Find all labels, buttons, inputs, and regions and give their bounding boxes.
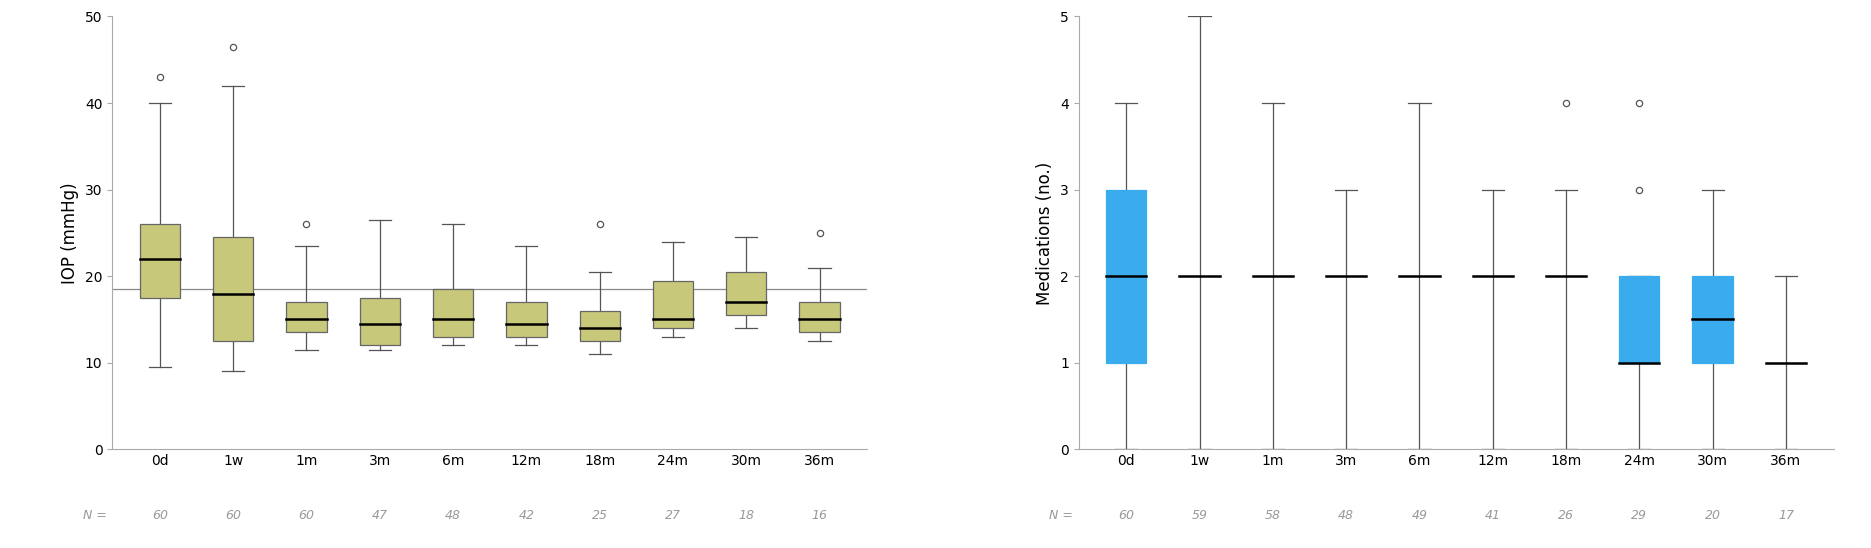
Bar (726, 272, 767, 315)
Text: 41: 41 (1486, 509, 1501, 522)
Text: 42: 42 (518, 509, 535, 522)
Text: 17: 17 (1777, 509, 1794, 522)
Text: 18: 18 (739, 509, 754, 522)
Bar (799, 302, 840, 333)
Text: 49: 49 (1411, 509, 1428, 522)
Text: 48: 48 (1338, 509, 1355, 522)
Bar (432, 289, 473, 337)
Text: 59: 59 (1192, 509, 1207, 522)
Text: 27: 27 (664, 509, 681, 522)
Text: 60: 60 (225, 509, 241, 522)
Bar (213, 237, 253, 341)
Bar (580, 311, 619, 341)
Bar (359, 298, 400, 345)
Text: N =: N = (1050, 509, 1074, 522)
Bar (286, 302, 327, 333)
Text: 58: 58 (1265, 509, 1282, 522)
Text: 25: 25 (591, 509, 608, 522)
Bar (507, 302, 546, 337)
Text: 20: 20 (1704, 509, 1721, 522)
Text: 26: 26 (1559, 509, 1574, 522)
Bar (1693, 276, 1733, 363)
Bar (140, 224, 180, 298)
Y-axis label: Medications (no.): Medications (no.) (1037, 161, 1055, 305)
Text: 48: 48 (445, 509, 460, 522)
Text: 60: 60 (152, 509, 168, 522)
Bar (1618, 276, 1660, 363)
Text: 60: 60 (299, 509, 314, 522)
Text: 16: 16 (812, 509, 827, 522)
Bar (1106, 190, 1147, 363)
Text: N =: N = (82, 509, 107, 522)
Text: 29: 29 (1632, 509, 1646, 522)
Bar (653, 281, 692, 328)
Text: 60: 60 (1119, 509, 1134, 522)
Text: 47: 47 (372, 509, 387, 522)
Y-axis label: IOP (mmHg): IOP (mmHg) (62, 182, 79, 284)
